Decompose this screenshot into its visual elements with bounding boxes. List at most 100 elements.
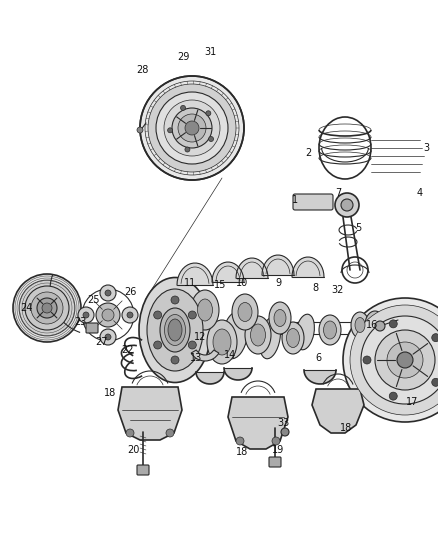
Ellipse shape: [245, 316, 271, 354]
Polygon shape: [262, 255, 294, 275]
Circle shape: [164, 100, 220, 156]
Text: 2: 2: [305, 148, 311, 158]
Circle shape: [185, 121, 199, 135]
Ellipse shape: [168, 319, 182, 341]
Text: 29: 29: [177, 52, 189, 62]
FancyBboxPatch shape: [137, 465, 149, 475]
FancyBboxPatch shape: [86, 323, 98, 333]
Polygon shape: [304, 370, 336, 384]
Circle shape: [105, 290, 111, 296]
Text: 12: 12: [194, 332, 206, 342]
Ellipse shape: [160, 308, 190, 352]
Circle shape: [96, 303, 120, 327]
Text: 7: 7: [335, 188, 341, 198]
Polygon shape: [118, 387, 182, 440]
Circle shape: [172, 108, 212, 148]
Circle shape: [281, 428, 289, 436]
Circle shape: [208, 136, 214, 141]
Text: 13: 13: [190, 353, 202, 363]
Text: 22: 22: [122, 345, 134, 355]
Text: 31: 31: [204, 47, 216, 57]
Polygon shape: [196, 372, 224, 384]
Ellipse shape: [180, 313, 211, 367]
Circle shape: [188, 311, 196, 319]
Circle shape: [78, 307, 94, 323]
Circle shape: [25, 286, 69, 330]
Circle shape: [83, 312, 89, 318]
Ellipse shape: [282, 322, 304, 354]
Ellipse shape: [365, 311, 385, 339]
Circle shape: [154, 341, 162, 349]
Ellipse shape: [259, 317, 280, 359]
Text: 4: 4: [417, 188, 423, 198]
Text: 33: 33: [277, 418, 289, 428]
Circle shape: [166, 429, 174, 437]
Circle shape: [432, 378, 438, 386]
Text: 20: 20: [127, 445, 139, 455]
Circle shape: [178, 114, 206, 142]
Ellipse shape: [139, 278, 211, 383]
Polygon shape: [224, 368, 252, 380]
Ellipse shape: [238, 303, 252, 321]
Circle shape: [140, 76, 244, 180]
Text: 18: 18: [104, 388, 116, 398]
Text: 24: 24: [20, 303, 32, 313]
Circle shape: [171, 356, 179, 364]
Circle shape: [148, 84, 236, 172]
Ellipse shape: [274, 310, 286, 327]
Text: 18: 18: [236, 447, 248, 457]
Ellipse shape: [286, 328, 300, 348]
Ellipse shape: [351, 312, 369, 338]
FancyBboxPatch shape: [293, 194, 333, 210]
Circle shape: [126, 429, 134, 437]
Circle shape: [361, 316, 438, 404]
Polygon shape: [212, 262, 244, 282]
Text: 10: 10: [236, 278, 248, 288]
Ellipse shape: [207, 320, 237, 364]
Text: 19: 19: [272, 445, 284, 455]
Circle shape: [387, 342, 423, 378]
Circle shape: [343, 298, 438, 422]
Text: 28: 28: [136, 65, 148, 75]
Circle shape: [168, 128, 173, 133]
Circle shape: [156, 92, 228, 164]
Text: 3: 3: [423, 143, 429, 153]
Circle shape: [37, 298, 57, 318]
Circle shape: [188, 341, 196, 349]
FancyBboxPatch shape: [269, 457, 281, 467]
Ellipse shape: [324, 321, 336, 339]
Text: 8: 8: [312, 283, 318, 293]
Ellipse shape: [296, 314, 314, 350]
Text: 11: 11: [184, 278, 196, 288]
Ellipse shape: [191, 290, 219, 330]
Circle shape: [375, 321, 385, 331]
Polygon shape: [292, 257, 324, 277]
Circle shape: [185, 147, 190, 152]
FancyBboxPatch shape: [378, 314, 412, 334]
Ellipse shape: [147, 289, 203, 371]
Text: 1: 1: [292, 195, 298, 205]
Circle shape: [100, 285, 116, 301]
Text: 5: 5: [355, 223, 361, 233]
Ellipse shape: [269, 302, 291, 334]
Circle shape: [100, 329, 116, 345]
Ellipse shape: [232, 294, 258, 330]
Text: 26: 26: [124, 287, 136, 297]
Circle shape: [389, 320, 397, 328]
Ellipse shape: [157, 303, 193, 357]
Circle shape: [19, 280, 75, 336]
Circle shape: [137, 127, 143, 133]
Text: 27: 27: [96, 337, 108, 347]
Circle shape: [363, 356, 371, 364]
Text: 18: 18: [340, 423, 352, 433]
Circle shape: [105, 334, 111, 340]
Circle shape: [432, 334, 438, 342]
Ellipse shape: [319, 315, 341, 345]
Circle shape: [31, 292, 63, 324]
Ellipse shape: [213, 329, 231, 355]
Text: 32: 32: [332, 285, 344, 295]
Text: 14: 14: [224, 350, 236, 360]
Circle shape: [236, 437, 244, 445]
Circle shape: [13, 274, 81, 342]
Circle shape: [350, 305, 438, 415]
